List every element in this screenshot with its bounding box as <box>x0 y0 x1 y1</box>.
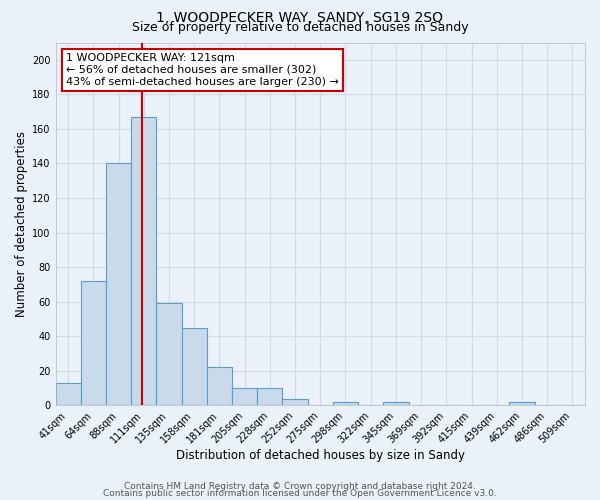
Bar <box>81 281 106 406</box>
X-axis label: Distribution of detached houses by size in Sandy: Distribution of detached houses by size … <box>176 450 465 462</box>
Bar <box>207 368 232 406</box>
Bar <box>182 328 207 406</box>
Text: Size of property relative to detached houses in Sandy: Size of property relative to detached ho… <box>131 21 469 34</box>
Y-axis label: Number of detached properties: Number of detached properties <box>15 131 28 317</box>
Bar <box>283 398 308 406</box>
Bar <box>106 164 131 406</box>
Bar <box>383 402 409 406</box>
Bar <box>257 388 283 406</box>
Bar <box>56 383 81 406</box>
Text: Contains public sector information licensed under the Open Government Licence v3: Contains public sector information licen… <box>103 489 497 498</box>
Text: 1 WOODPECKER WAY: 121sqm
← 56% of detached houses are smaller (302)
43% of semi-: 1 WOODPECKER WAY: 121sqm ← 56% of detach… <box>66 54 339 86</box>
Bar <box>157 304 182 406</box>
Bar <box>333 402 358 406</box>
Bar <box>509 402 535 406</box>
Bar <box>232 388 257 406</box>
Bar <box>131 117 157 406</box>
Text: Contains HM Land Registry data © Crown copyright and database right 2024.: Contains HM Land Registry data © Crown c… <box>124 482 476 491</box>
Text: 1, WOODPECKER WAY, SANDY, SG19 2SQ: 1, WOODPECKER WAY, SANDY, SG19 2SQ <box>157 11 443 25</box>
